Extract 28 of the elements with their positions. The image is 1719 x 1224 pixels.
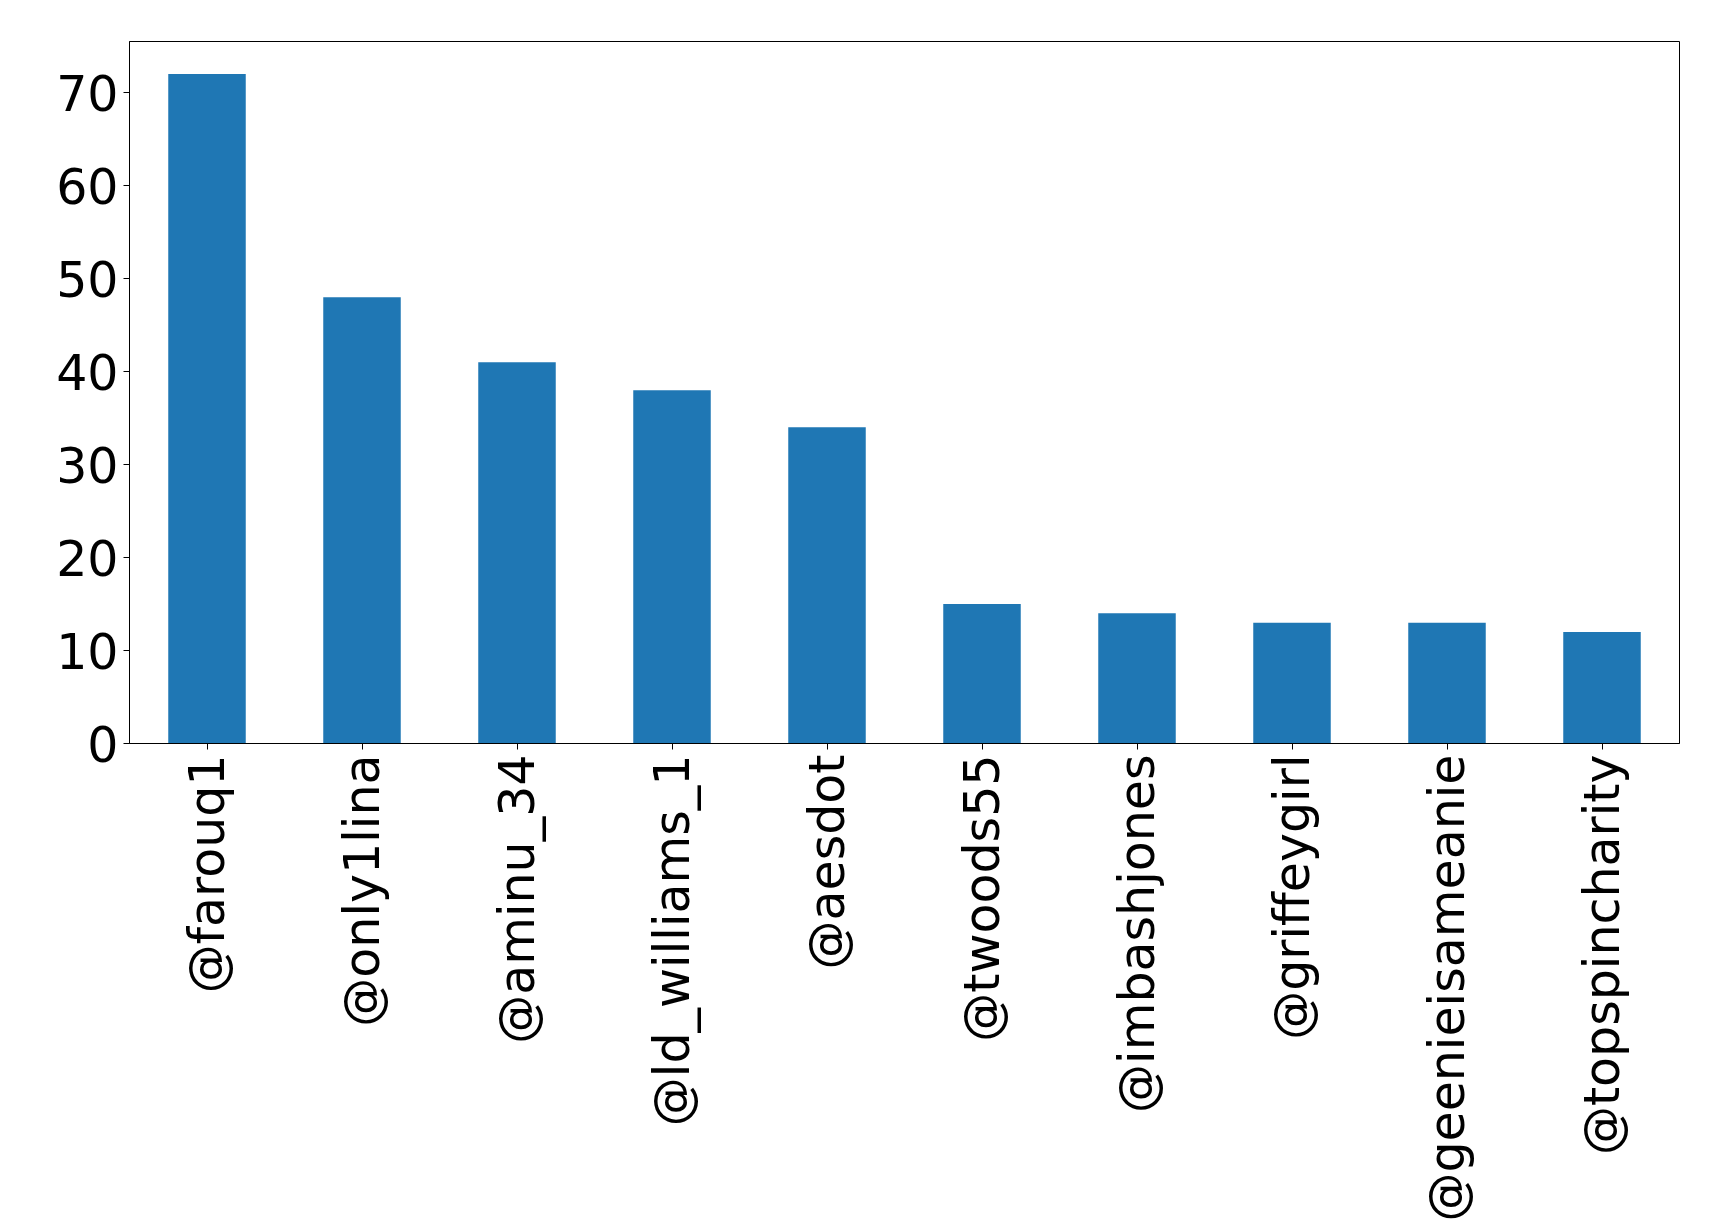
x-tick-label: @imbashjones [1108, 754, 1166, 1113]
x-tick-label: @ld_williams_1 [643, 754, 701, 1127]
x-tick-label: @aesdot [798, 754, 856, 970]
x-tick-label: @aminu_34 [488, 754, 546, 1044]
y-tick-label: 30 [56, 437, 119, 495]
x-tick-label: @geenieisameanie [1418, 754, 1476, 1222]
x-tick-label: @twoods55 [953, 754, 1011, 1042]
y-tick-label: 10 [56, 623, 119, 681]
bar [1408, 622, 1486, 744]
bar [788, 427, 866, 744]
bar [943, 604, 1021, 744]
y-tick-label: 50 [56, 251, 119, 309]
bar [323, 297, 401, 744]
y-tick-label: 60 [56, 158, 119, 216]
x-tick-label: @topspincharity [1573, 754, 1631, 1156]
y-tick-label: 0 [87, 716, 119, 774]
y-tick-label: 20 [56, 530, 119, 588]
y-tick-label: 70 [56, 65, 119, 123]
y-tick-label: 40 [56, 344, 119, 402]
bar [1253, 622, 1331, 744]
bar [633, 390, 711, 744]
x-tick-label: @farouq1 [178, 754, 236, 994]
bar [1563, 631, 1641, 744]
bar [168, 74, 246, 744]
bar [478, 362, 556, 744]
bar [1098, 613, 1176, 744]
x-tick-label: @griffeygirl [1263, 754, 1321, 1040]
x-tick-label: @only1lina [333, 754, 391, 1027]
